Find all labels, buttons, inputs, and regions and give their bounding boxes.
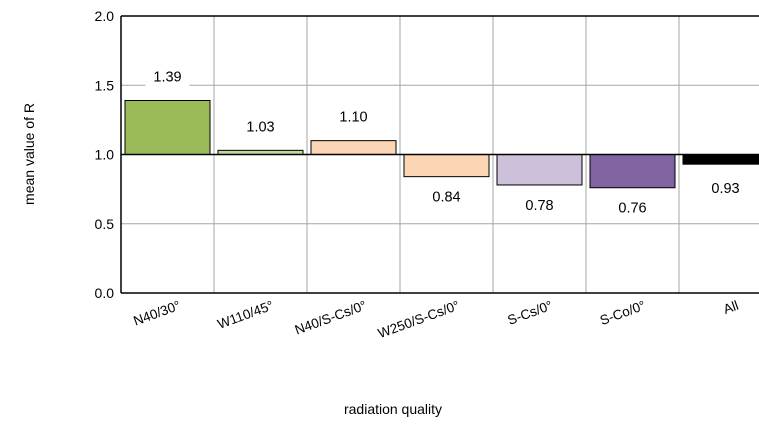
y-tick-label: 1.5	[95, 77, 115, 93]
data-label-box	[145, 64, 190, 89]
x-category-labels: N40/30° W110/45° N40/S-Cs/0° W250/S-Cs/0° S-…	[131, 298, 740, 341]
y-tick-label: 2.0	[95, 8, 115, 24]
y-tick-label: 0.0	[95, 285, 115, 301]
bar	[496, 154, 583, 186]
data-label: 0.93	[711, 181, 739, 197]
plot-frame	[120, 15, 759, 294]
data-label: 0.76	[618, 201, 646, 217]
x-category-label: All	[721, 298, 740, 317]
bar	[589, 154, 676, 189]
data-label: 0.84	[432, 190, 460, 206]
y-tick-label: 1.0	[95, 147, 115, 163]
y-tick-label: 0.5	[95, 216, 115, 232]
data-label: 1.10	[339, 110, 367, 126]
x-category-label: S-Co/0°	[598, 298, 648, 328]
data-label-box	[703, 176, 748, 200]
data-label: 1.39	[153, 69, 181, 85]
bar	[403, 154, 490, 178]
x-category-label: N40/S-Cs/0°	[293, 298, 369, 338]
x-category-label: W110/45°	[215, 298, 275, 332]
y-axis-title: mean value of R	[21, 103, 37, 205]
y-tick-labels: 0.0 0.5 1.0 1.5 2.0	[95, 8, 115, 301]
data-label-box	[610, 195, 655, 220]
x-category-label: S-Cs/0°	[506, 298, 555, 328]
x-category-label: N40/30°	[131, 298, 182, 329]
data-label-box	[517, 192, 562, 217]
data-label-box	[424, 184, 469, 209]
x-axis-title: radiation quality	[344, 401, 442, 417]
bar	[124, 99, 211, 155]
data-label: 0.78	[525, 198, 553, 214]
data-labels: 1.39 1.03 1.10 0.84 0.78 0.76 0.93	[145, 64, 748, 220]
data-label-box	[238, 114, 283, 139]
bar	[682, 154, 759, 165]
data-label: 1.03	[246, 119, 274, 135]
bar	[310, 140, 397, 155]
data-label-box	[331, 104, 376, 129]
x-category-label: W250/S-Cs/0°	[376, 298, 462, 341]
